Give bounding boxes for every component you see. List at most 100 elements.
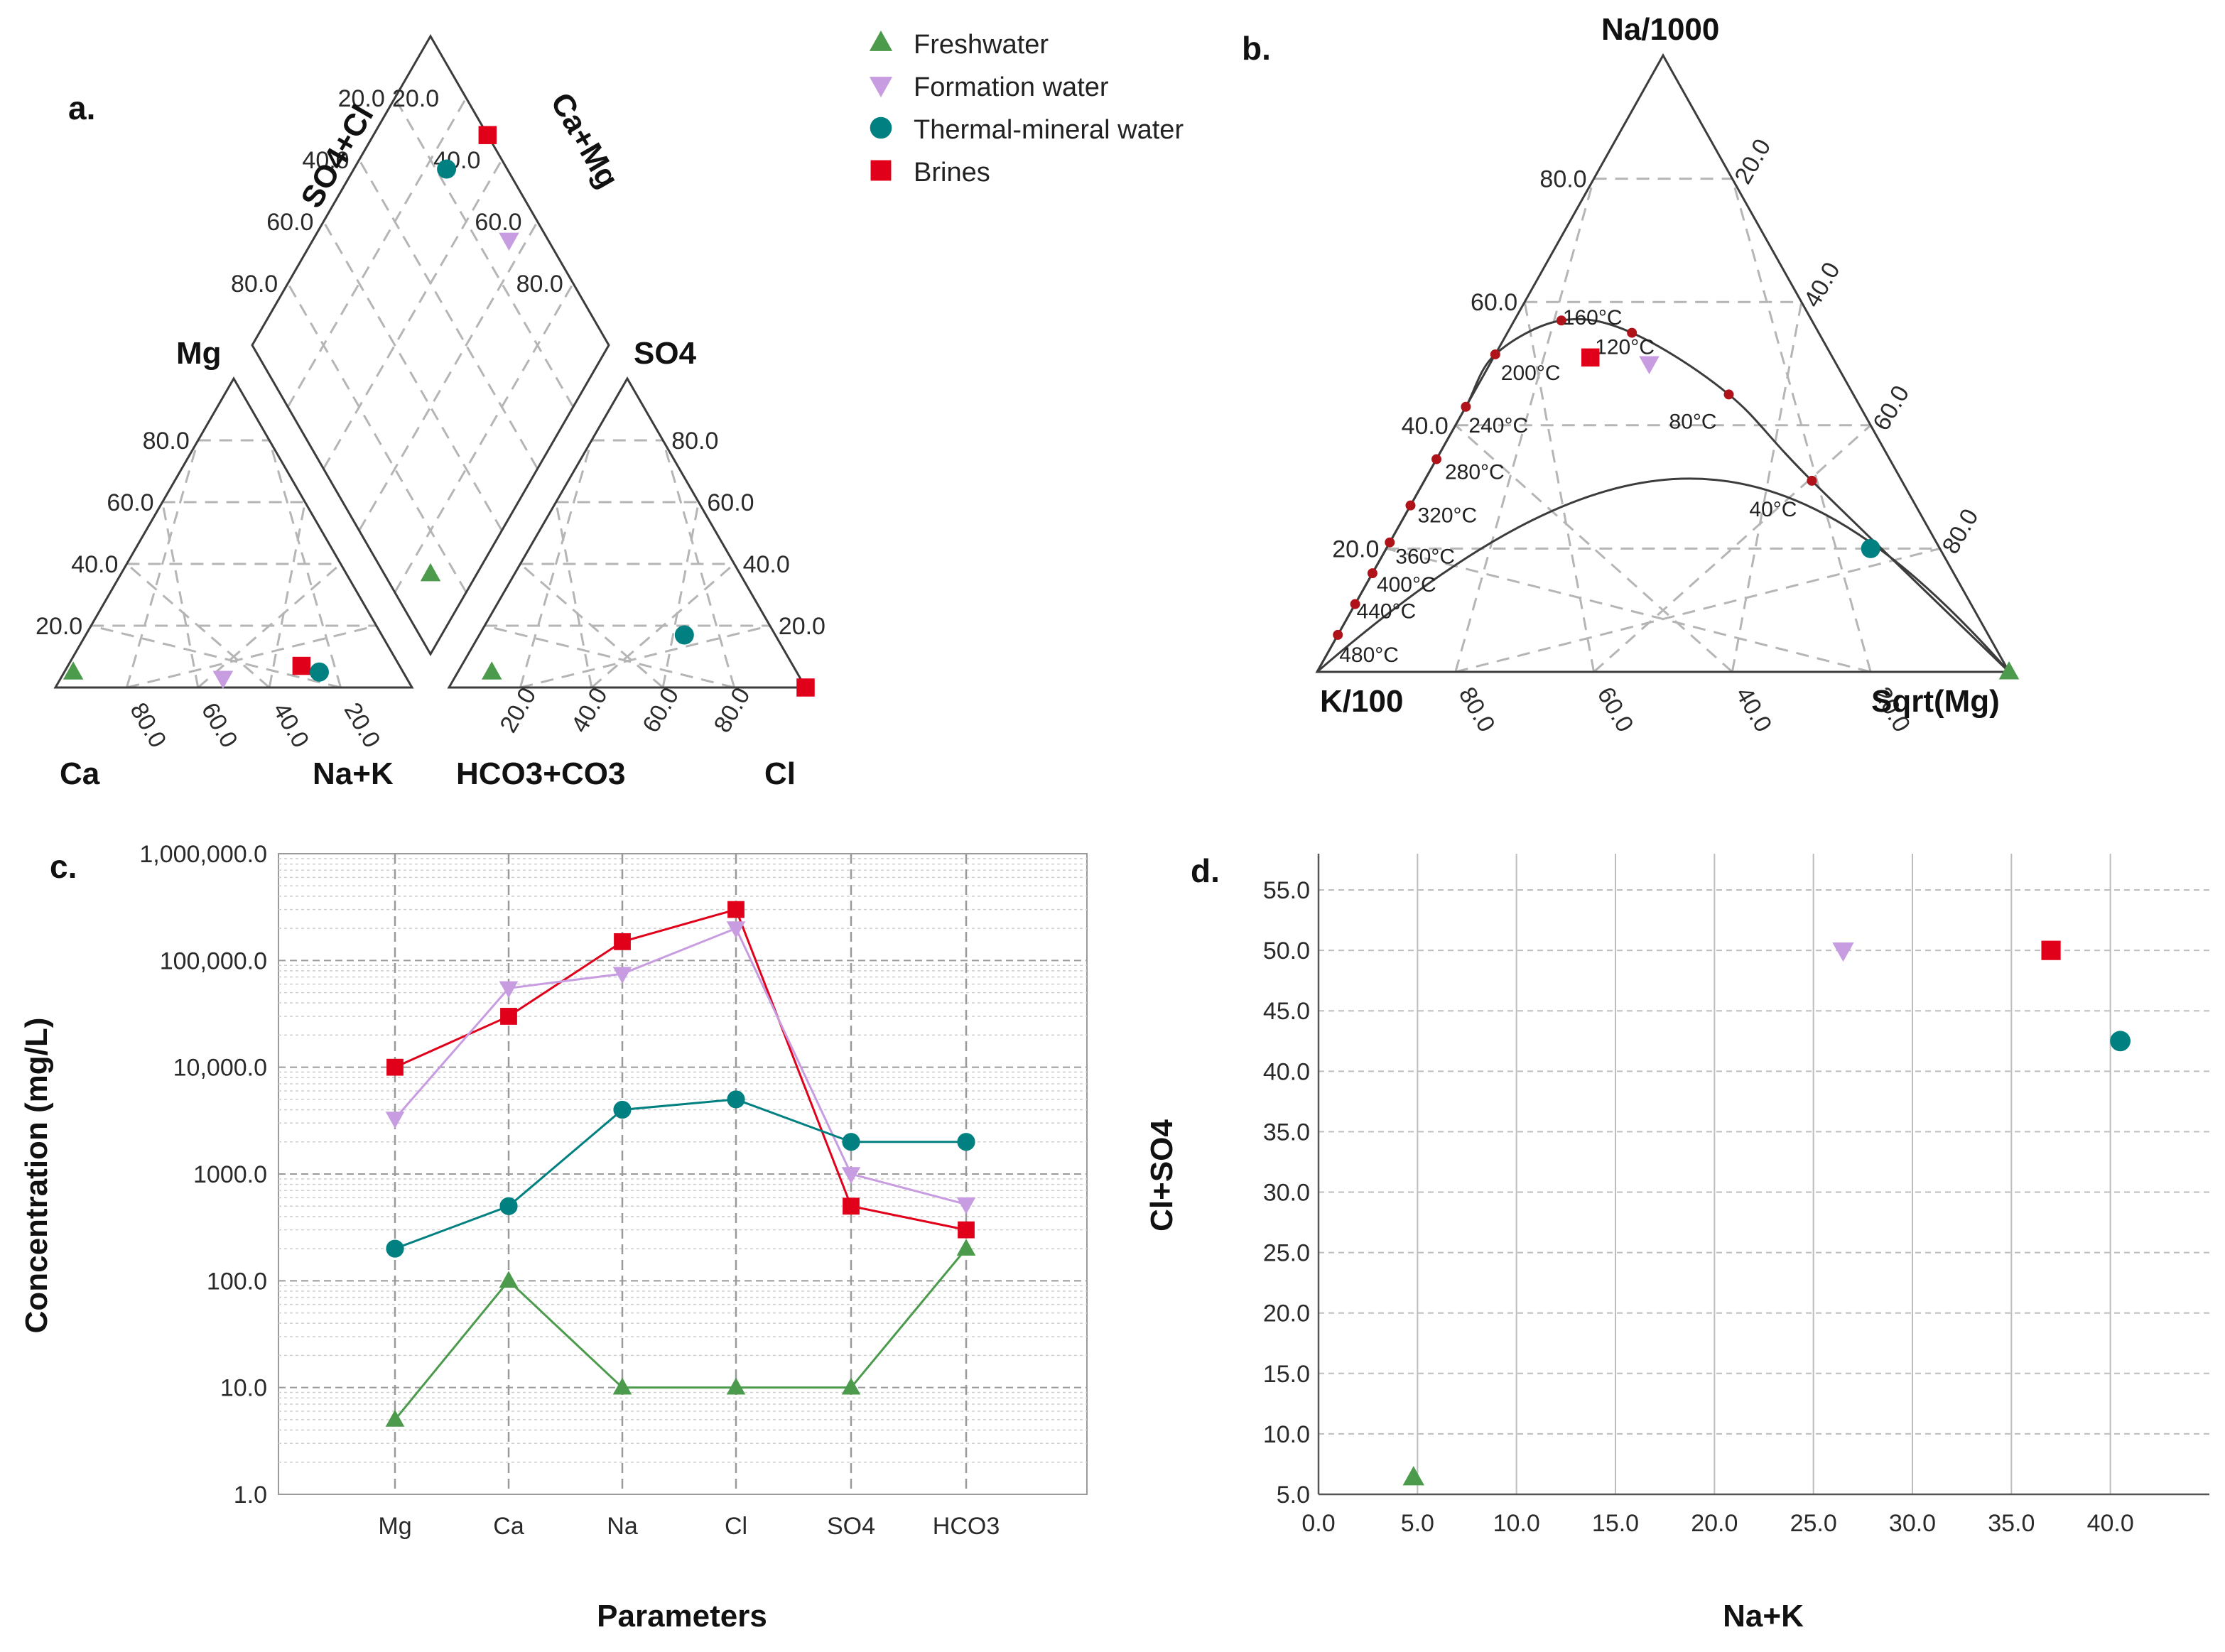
schoeller-point-brines <box>958 1221 975 1239</box>
diamond-tick-left: 80.0 <box>231 271 278 298</box>
scatter-xtick: 0.0 <box>1301 1510 1335 1537</box>
cation-point-formation <box>212 670 234 689</box>
temperature-marker <box>1385 537 1395 548</box>
anion-label-right: Cl <box>764 756 796 791</box>
giggenbach-point-brines <box>1581 348 1600 367</box>
diamond-gridline <box>358 221 538 531</box>
diamond-gridline <box>394 97 575 408</box>
temperature-marker <box>1723 389 1734 400</box>
scatter-ytick: 40.0 <box>1263 1058 1310 1085</box>
temperature-marker <box>1807 475 1817 486</box>
panel-label-a: a. <box>68 89 95 126</box>
diamond-gridline <box>286 97 467 408</box>
schoeller-ytick: 1000.0 <box>193 1161 267 1188</box>
diamond-tick-left: 60.0 <box>266 209 313 236</box>
giggenbach-label-left: K/100 <box>1320 684 1403 719</box>
schoeller-xtick: Ca <box>493 1513 524 1540</box>
giggenbach-gridline-r <box>1454 424 1733 673</box>
schoeller-point-thermal <box>613 1100 632 1119</box>
schoeller-xlabel: Parameters <box>597 1599 767 1634</box>
cation-tick-left: 80.0 <box>143 428 190 455</box>
anion-label-left: HCO3+CO3 <box>456 756 625 791</box>
schoeller-point-brines <box>500 1008 517 1025</box>
schoeller-series-line-freshwater <box>394 1248 968 1420</box>
temperature-marker <box>1367 568 1377 579</box>
scatter-xtick: 10.0 <box>1493 1510 1540 1537</box>
schoeller-point-freshwater <box>841 1377 861 1395</box>
schoeller-point-formation <box>956 1197 976 1214</box>
scatter-point-thermal <box>2110 1031 2131 1052</box>
anion-triangle-outline <box>447 376 808 689</box>
schoeller-point-brines <box>386 1058 404 1076</box>
scatter-xtick: 35.0 <box>1988 1510 2035 1537</box>
diamond-gridline <box>286 283 467 593</box>
schoeller-series-line-brines <box>394 908 967 1232</box>
schoeller-xtick: Mg <box>378 1513 411 1540</box>
schoeller-xtick: HCO3 <box>933 1513 1000 1540</box>
schoeller-ytick: 10,000.0 <box>173 1055 267 1082</box>
cation-triangle-gridline-r <box>161 501 200 688</box>
temperature-marker <box>1556 315 1566 326</box>
schoeller-point-formation <box>612 967 632 984</box>
legend-marker-freshwater <box>869 31 893 51</box>
giggenbach-gridline-l <box>1455 547 1940 673</box>
anion-triangle-gridline-l <box>661 501 700 688</box>
diamond-point-brines <box>478 126 497 144</box>
temperature-marker <box>1333 629 1343 640</box>
giggenbach-label-right: Sqrt(Mg) <box>1871 684 2000 719</box>
cation-label-left: Ca <box>60 756 100 791</box>
legend-marker-thermal <box>870 116 892 139</box>
scatter-plot: 0.0 5.0 10.0 15.0 20.0 25.0 30.0 35.0 40.05.010.… <box>1144 854 2209 1634</box>
schoeller-point-thermal <box>957 1133 975 1151</box>
schoeller-point-brines <box>614 933 631 950</box>
panel-label-b: b. <box>1242 30 1271 67</box>
schoeller-ytick: 100.0 <box>207 1268 267 1295</box>
panel-label-c: c. <box>50 848 77 885</box>
scatter-point-freshwater <box>1402 1466 1424 1486</box>
giggenbach-outline <box>1315 53 2011 673</box>
cation-tick-left: 40.0 <box>71 551 118 578</box>
schoeller-xtick: Cl <box>725 1513 747 1540</box>
diamond-gridline <box>358 159 538 469</box>
diamond-gridline <box>394 283 575 593</box>
temperature-label: 440°C <box>1357 600 1417 624</box>
cation-triangle-gridline-l <box>197 563 342 689</box>
giggenbach-tick-left: 40.0 <box>1402 413 1449 440</box>
scatter-ytick: 30.0 <box>1263 1180 1310 1207</box>
cation-triangle-gridline-l <box>268 440 342 688</box>
legend-marker-brines <box>870 160 892 181</box>
temperature-label: 360°C <box>1395 545 1455 569</box>
temperature-label: 320°C <box>1417 504 1477 528</box>
giggenbach-gridline-r <box>1386 547 1871 673</box>
schoeller-point-brines <box>843 1197 860 1215</box>
diamond-tick-right: 20.0 <box>392 85 439 112</box>
cation-point-brines <box>292 656 311 675</box>
temperature-marker <box>1350 599 1360 609</box>
anion-point-thermal <box>674 625 694 645</box>
anion-triangle-gridline-r <box>555 501 593 688</box>
anion-label-top: SO4 <box>634 336 697 371</box>
legend-label-freshwater: Freshwater <box>914 30 1049 60</box>
scatter-ytick: 50.0 <box>1263 938 1310 964</box>
schoeller-series-line-formation <box>394 927 967 1206</box>
temperature-marker <box>1461 401 1471 412</box>
anion-triangle-gridline-l <box>661 440 736 688</box>
temperature-marker <box>1405 500 1416 511</box>
cation-point-freshwater <box>63 661 84 680</box>
schoeller-point-formation <box>385 1112 405 1129</box>
cation-triangle-gridline-r <box>90 624 341 689</box>
temperature-label: 280°C <box>1445 461 1505 484</box>
schoeller-ylabel: Concentration (mg/L) <box>19 1018 54 1334</box>
schoeller-ytick: 10.0 <box>220 1375 267 1402</box>
cation-triangle-gridline-r <box>125 440 200 688</box>
giggenbach-point-freshwater <box>1998 661 2020 680</box>
temperature-marker <box>1627 327 1637 338</box>
schoeller-point-freshwater <box>956 1239 976 1256</box>
scatter-xlabel: Na+K <box>1723 1599 1804 1634</box>
temperature-label: 480°C <box>1339 643 1399 667</box>
scatter-ytick: 35.0 <box>1263 1119 1310 1146</box>
temperature-label: 240°C <box>1468 414 1528 438</box>
temperature-label: 120°C <box>1595 336 1655 359</box>
schoeller-point-freshwater <box>726 1377 746 1395</box>
